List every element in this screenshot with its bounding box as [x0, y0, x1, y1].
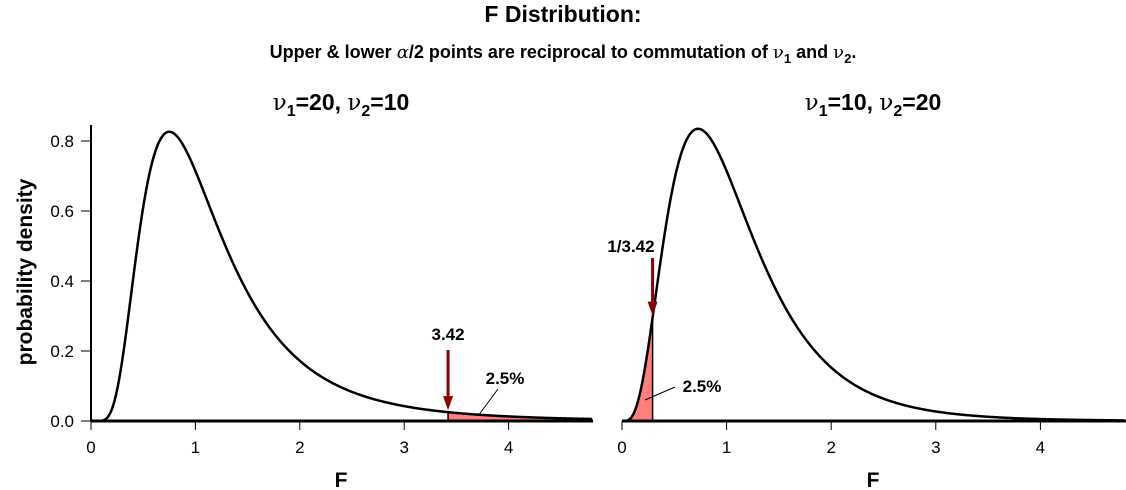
right-x-axis-label: F — [867, 469, 880, 490]
x-tick-label: 1 — [722, 438, 731, 457]
cutoff-label: 1/3.42 — [607, 237, 654, 256]
x-tick-label: 0 — [617, 438, 626, 457]
percent-leader-line — [644, 386, 676, 401]
cutoff-arrow-head — [647, 301, 658, 316]
left-x-axis-label: F — [335, 469, 348, 490]
density-curve — [91, 130, 593, 423]
x-tick-label: 0 — [86, 438, 95, 457]
x-tick-label: 3 — [399, 438, 408, 457]
x-tick-label: 4 — [504, 438, 513, 457]
subtitle: Upper & lower α/2 points are reciprocal … — [270, 42, 857, 66]
cutoff-arrow-head — [443, 396, 454, 411]
y-tick-label: 0.8 — [50, 132, 74, 151]
x-tick-label: 1 — [191, 438, 200, 457]
x-tick-label: 2 — [295, 438, 304, 457]
x-tick-label: 3 — [931, 438, 940, 457]
shaded-tail-area — [622, 317, 653, 421]
main-title: F Distribution: — [484, 1, 641, 27]
y-tick-label: 0.0 — [50, 412, 74, 431]
percent-label: 2.5% — [486, 369, 525, 388]
percent-leader-line — [477, 388, 499, 417]
y-tick-label: 0.4 — [50, 272, 74, 291]
y-axis-label: probability density — [14, 178, 37, 365]
x-tick-label: 2 — [826, 438, 835, 457]
density-curve — [622, 127, 1125, 423]
cutoff-label: 3.42 — [432, 325, 465, 344]
left-panel-title: ν1=20, ν2=10 — [273, 89, 410, 120]
percent-label: 2.5% — [683, 377, 722, 396]
y-tick-label: 0.2 — [50, 342, 74, 361]
left-panel: 0 1 2 3 4 0.0 0.2 0.4 0.6 0.8 3.42 2.5% — [50, 125, 593, 457]
right-panel: 0 1 2 3 4 1/3.42 2.5% — [607, 127, 1126, 457]
y-tick-label: 0.6 — [50, 202, 74, 221]
right-panel-title: ν1=10, ν2=20 — [805, 89, 942, 120]
x-tick-label: 4 — [1036, 438, 1045, 457]
